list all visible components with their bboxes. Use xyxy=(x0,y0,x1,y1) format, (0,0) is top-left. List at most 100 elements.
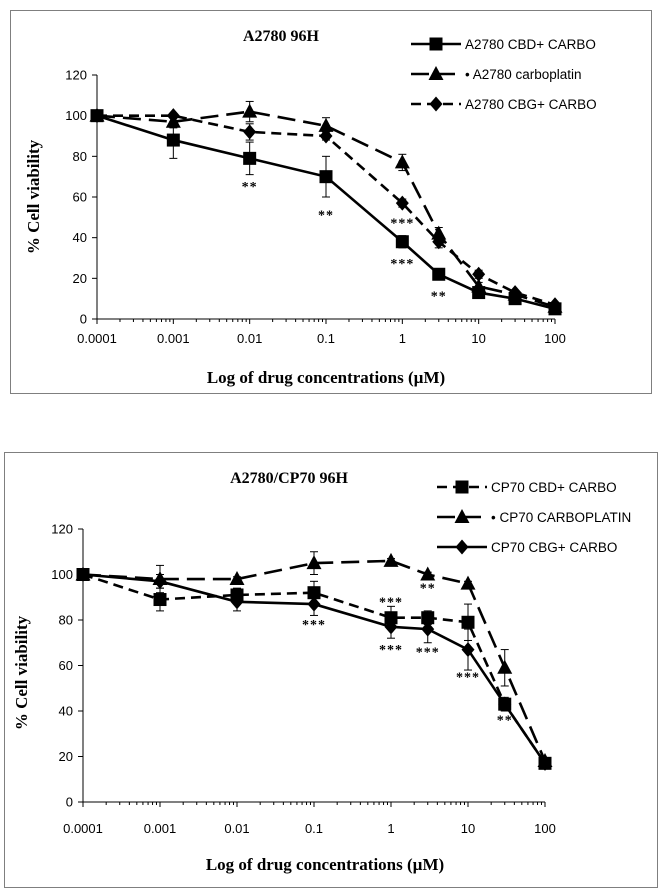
data-point-square xyxy=(319,170,333,184)
legend-entry: A2780 CBG+ CARBO xyxy=(411,96,597,112)
data-point-triangle xyxy=(460,575,476,590)
legend-marker-diamond xyxy=(455,539,469,555)
x-tick-label: 0.01 xyxy=(237,331,262,346)
data-point-diamond xyxy=(432,234,446,250)
significance-label: *** xyxy=(379,643,403,658)
x-tick-label: 0.01 xyxy=(224,821,249,836)
chart-title: A2780 96H xyxy=(243,28,320,45)
x-tick-label: 100 xyxy=(544,331,566,346)
chart-cp70-svg: A2780/CP70 96H 0 20 40 60 80 100 120 0.0001 0.001… xyxy=(12,470,631,874)
significance-label: ** xyxy=(242,180,258,195)
y-tick-label: 100 xyxy=(65,108,87,123)
series-line xyxy=(97,114,556,307)
significance-label: ** xyxy=(420,582,436,597)
data-point-diamond xyxy=(153,573,167,589)
significance-label: *** xyxy=(390,257,414,272)
data-point-diamond xyxy=(384,619,398,635)
legend-entry: CP70 CBG+ CARBO xyxy=(437,539,617,555)
x-tick-label: 10 xyxy=(461,821,475,836)
data-point-diamond xyxy=(307,596,321,612)
legend-marker-square xyxy=(455,480,469,494)
legend-marker-triangle xyxy=(454,509,470,523)
data-point-diamond xyxy=(548,297,562,313)
data-point-diamond xyxy=(421,621,435,637)
y-axis-title: % Cell viability xyxy=(24,139,43,254)
legend-label: A2780 CBG+ CARBO xyxy=(465,97,597,112)
legend-marker-diamond xyxy=(429,96,443,112)
data-point-triangle xyxy=(318,117,334,132)
legend-marker-square xyxy=(429,37,443,51)
x-tick-label: 0.0001 xyxy=(77,331,117,346)
chart-a2780-svg: A2780 96H 0 20 40 60 80 100 120 0.0001 0.001 0.01 0… xyxy=(24,28,597,387)
chart-title: A2780/CP70 96H xyxy=(230,470,348,487)
significance-label: *** xyxy=(390,217,414,232)
y-tick-label: 0 xyxy=(80,312,87,327)
data-point-triangle xyxy=(229,571,245,586)
data-point-diamond xyxy=(166,108,180,124)
y-tick-label: 120 xyxy=(65,68,87,83)
data-point-triangle xyxy=(420,566,436,581)
data-point-diamond xyxy=(319,128,333,144)
data-point-square xyxy=(461,615,475,629)
data-point-triangle xyxy=(394,154,410,169)
y-tick-label: 20 xyxy=(73,271,87,286)
data-point-square xyxy=(243,151,257,165)
data-point-square xyxy=(166,133,180,147)
significance-label: *** xyxy=(416,645,440,660)
data-point-triangle xyxy=(306,555,322,570)
data-point-diamond xyxy=(230,594,244,610)
legend-label: • CP70 CARBOPLATIN xyxy=(491,510,631,525)
chart-panel-a2780: A2780 96H 0 20 40 60 80 100 120 0.0001 0.001 0.01 0… xyxy=(10,10,652,394)
y-tick-label: 120 xyxy=(51,522,73,537)
data-point-diamond xyxy=(395,195,409,211)
series-diamond xyxy=(76,567,552,771)
y-tick-label: 0 xyxy=(66,795,73,810)
legend-entry: CP70 CBD+ CARBO xyxy=(437,480,617,495)
legend-label: A2780 CBD+ CARBO xyxy=(465,37,596,52)
significance-label: *** xyxy=(456,670,480,685)
y-tick-label: 40 xyxy=(73,230,87,245)
significance-label: ** xyxy=(497,714,513,729)
data-point-triangle xyxy=(383,552,399,567)
series-diamond xyxy=(90,108,562,313)
data-point-triangle xyxy=(242,103,258,118)
x-tick-label: 1 xyxy=(387,821,394,836)
x-tick-label: 1 xyxy=(399,331,406,346)
data-point-diamond xyxy=(90,108,104,124)
y-tick-label: 80 xyxy=(59,613,73,628)
data-point-triangle xyxy=(471,278,487,293)
data-point-diamond xyxy=(538,755,552,771)
legend-entry: A2780 CBD+ CARBO xyxy=(411,37,596,52)
legend-entry: • A2780 carboplatin xyxy=(411,66,582,82)
y-tick-label: 60 xyxy=(59,658,73,673)
x-tick-label: 0.1 xyxy=(305,821,323,836)
data-point-diamond xyxy=(472,266,486,282)
y-axis-title: % Cell viability xyxy=(12,615,31,730)
legend-marker-triangle xyxy=(428,66,444,80)
x-tick-label: 100 xyxy=(534,821,556,836)
data-point-square xyxy=(432,267,446,281)
significance-label: *** xyxy=(302,618,326,633)
data-point-square xyxy=(395,235,409,249)
x-tick-label: 0.0001 xyxy=(63,821,103,836)
series-line xyxy=(82,573,547,765)
legend-entry: • CP70 CARBOPLATIN xyxy=(437,509,631,525)
data-point-diamond xyxy=(498,696,512,712)
chart-panel-cp70: A2780/CP70 96H 0 20 40 60 80 100 120 0.0001 0.001… xyxy=(4,452,658,888)
x-axis-title: Log of drug concentrations (µM) xyxy=(207,368,445,387)
y-tick-label: 40 xyxy=(59,704,73,719)
y-tick-label: 60 xyxy=(73,190,87,205)
y-tick-label: 80 xyxy=(73,149,87,164)
data-point-diamond xyxy=(461,642,475,658)
significance-label: ** xyxy=(431,290,447,305)
y-tick-label: 20 xyxy=(59,749,73,764)
data-point-triangle xyxy=(497,659,513,674)
x-tick-label: 0.001 xyxy=(157,331,190,346)
y-tick-label: 100 xyxy=(51,567,73,582)
x-tick-label: 0.1 xyxy=(317,331,335,346)
x-tick-label: 0.001 xyxy=(144,821,177,836)
x-axis-title: Log of drug concentrations (µM) xyxy=(206,855,444,874)
data-point-square xyxy=(153,593,167,607)
legend-label: • A2780 carboplatin xyxy=(465,67,582,82)
legend-label: CP70 CBD+ CARBO xyxy=(491,480,617,495)
